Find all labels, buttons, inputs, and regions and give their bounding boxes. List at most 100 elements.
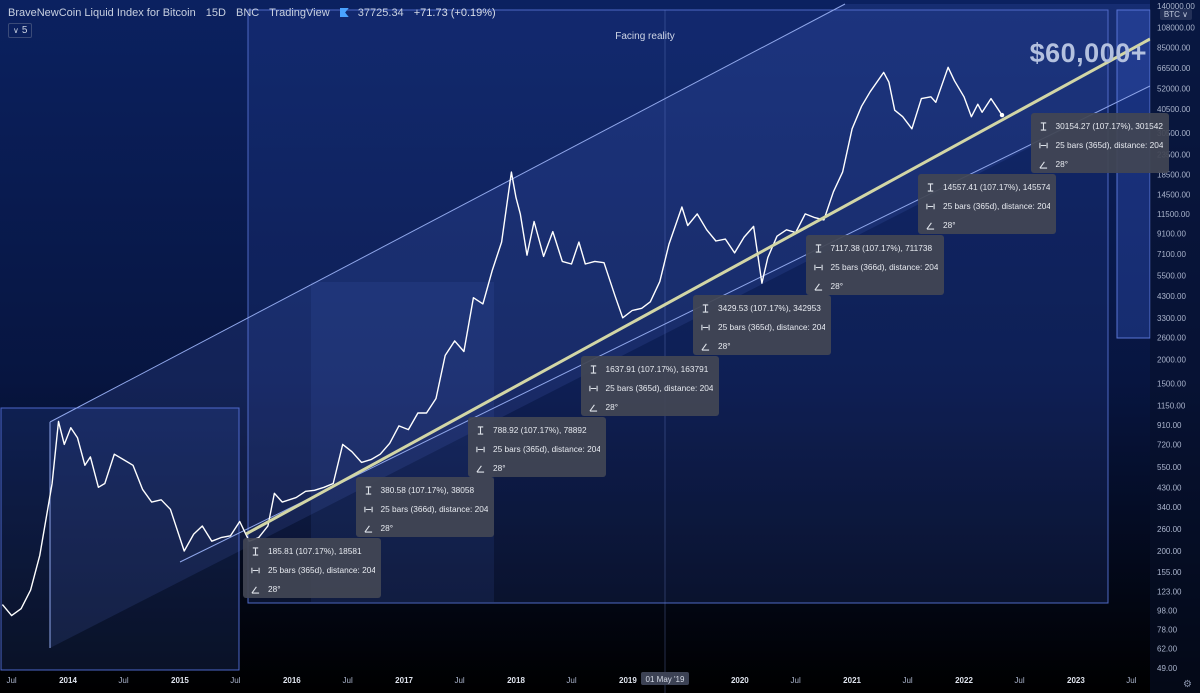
indicators-toggle[interactable]: ∨ 5 bbox=[8, 23, 33, 38]
measurement-card[interactable]: 380.58 (107.17%), 38058 25 bars (366d), d… bbox=[355, 477, 494, 538]
y-tick-label: 2600.00 bbox=[1157, 334, 1186, 343]
source: TradingView bbox=[269, 7, 330, 19]
measurement-value: 28° bbox=[1055, 159, 1069, 170]
x-axis[interactable]: Jul 2014 Jul 2015 Jul 2016 Jul 2017 Jul 2018 Jul 20… bbox=[6, 676, 1136, 685]
measurement-line: 28° bbox=[588, 398, 713, 417]
x-tick-label: Jul bbox=[566, 676, 576, 685]
y-tick-label: 52000.00 bbox=[1157, 84, 1191, 93]
currency-selector[interactable]: BTC ∨ bbox=[1159, 9, 1192, 20]
x-tick-label: 2016 bbox=[283, 676, 301, 685]
y-tick-label: 30500.00 bbox=[1157, 129, 1191, 138]
channel-upper-line bbox=[49, 3, 846, 423]
measurement-value: 30154.27 (107.17%), 3015427 bbox=[1055, 121, 1163, 132]
chevron-down-icon: ∨ bbox=[1182, 10, 1188, 19]
measurement-value: 1637.91 (107.17%), 163791 bbox=[605, 363, 709, 374]
measurement-value: 25 bars (365d), distance: 204 px bbox=[605, 382, 713, 393]
x-tick-label: 2022 bbox=[955, 676, 973, 685]
x-tick-label: 2020 bbox=[731, 676, 749, 685]
y-tick-label: 23500.00 bbox=[1157, 150, 1191, 159]
x-tick-label: Jul bbox=[1126, 676, 1136, 685]
exchange: BNC bbox=[236, 7, 260, 19]
flag-icon bbox=[339, 8, 349, 17]
measurement-value: 25 bars (365d), distance: 204 px bbox=[493, 443, 600, 454]
price-range-icon bbox=[1039, 122, 1048, 131]
price-range-icon bbox=[476, 425, 485, 435]
x-tick-label: 2014 bbox=[59, 676, 77, 685]
y-axis[interactable]: 140000.00 108000.00 85000.00 66500.00 52000.… bbox=[1157, 2, 1195, 673]
measurement-value: 28° bbox=[943, 219, 956, 230]
measurement-card[interactable]: 1637.91 (107.17%), 163791 25 bars (365d),… bbox=[580, 355, 719, 417]
x-tick-label: 2023 bbox=[1067, 676, 1085, 685]
support-trendline[interactable] bbox=[245, 37, 1151, 536]
measurement-value: 25 bars (366d), distance: 204 px bbox=[380, 504, 488, 515]
measurement-card[interactable]: 30154.27 (107.17%), 3015427 25 bars (365d… bbox=[1030, 113, 1169, 174]
angle-icon bbox=[476, 464, 485, 473]
y-tick-label: 49.00 bbox=[1157, 664, 1178, 673]
y-tick-label: 340.00 bbox=[1157, 503, 1182, 512]
x-tick-label: 2021 bbox=[843, 676, 861, 685]
measurement-line: 1637.91 (107.17%), 163791 bbox=[589, 360, 713, 379]
angle-icon bbox=[363, 524, 373, 533]
x-tick-label: Jul bbox=[454, 676, 464, 685]
measurement-card[interactable]: 185.81 (107.17%), 18581 25 bars (365d), d… bbox=[243, 538, 381, 598]
x-tick-label: Jul bbox=[6, 676, 16, 685]
y-tick-label: 720.00 bbox=[1157, 440, 1182, 449]
measurement-line: 28° bbox=[1038, 155, 1163, 174]
measurement-value: 25 bars (365d), distance: 204 px bbox=[268, 565, 375, 575]
measurement-value: 28° bbox=[268, 584, 281, 594]
date-range-icon bbox=[588, 384, 598, 393]
price-range-icon bbox=[251, 547, 260, 556]
measurement-line: 28° bbox=[701, 337, 825, 356]
indicator-count: 5 bbox=[21, 25, 28, 36]
measurement-line: 25 bars (365d), distance: 204 px bbox=[251, 561, 375, 580]
measurement-value: 7117.38 (107.17%), 711738 bbox=[830, 242, 933, 253]
measurement-line: 14557.41 (107.17%), 1455741 bbox=[926, 178, 1050, 197]
measurement-line: 28° bbox=[251, 580, 375, 599]
date-range-icon bbox=[1038, 141, 1048, 150]
measurement-value: 25 bars (365d), distance: 204 px bbox=[943, 200, 1050, 211]
measurement-line: 3429.53 (107.17%), 342953 bbox=[701, 299, 825, 318]
measurement-line: 25 bars (365d), distance: 204 px bbox=[476, 440, 600, 459]
measurement-card[interactable]: 3429.53 (107.17%), 342953 25 bars (365d),… bbox=[693, 295, 831, 356]
chart-header: BraveNewCoin Liquid Index for Bitcoin 15… bbox=[8, 7, 503, 19]
svg-text:01 May '19: 01 May '19 bbox=[646, 675, 685, 684]
measurement-card[interactable]: 788.92 (107.17%), 78892 25 bars (365d), d… bbox=[468, 416, 606, 477]
y-tick-label: 4300.00 bbox=[1157, 292, 1186, 301]
y-tick-label: 85000.00 bbox=[1157, 44, 1191, 53]
y-tick-label: 1500.00 bbox=[1157, 379, 1186, 388]
angle-icon bbox=[1038, 160, 1048, 169]
symbol-name[interactable]: BraveNewCoin Liquid Index for Bitcoin bbox=[8, 7, 196, 19]
measurement-line: 28° bbox=[363, 519, 488, 538]
price-range-icon bbox=[701, 304, 710, 313]
measurement-value: 28° bbox=[830, 280, 844, 291]
x-tick-label: Jul bbox=[230, 676, 240, 685]
currency-label: BTC bbox=[1163, 10, 1180, 19]
y-tick-label: 7100.00 bbox=[1157, 250, 1186, 259]
angle-icon bbox=[588, 403, 598, 412]
y-tick-label: 5500.00 bbox=[1157, 271, 1186, 280]
settings-gear-icon[interactable]: ⚙ bbox=[1183, 679, 1192, 690]
y-tick-label: 140000.00 bbox=[1157, 2, 1195, 11]
x-tick-label: 2019 bbox=[619, 676, 637, 685]
target-label: $60,000+ bbox=[1029, 38, 1147, 68]
measurement-line: 7117.38 (107.17%), 711738 bbox=[814, 239, 938, 258]
date-range-icon bbox=[363, 505, 373, 514]
interval[interactable]: 15D bbox=[205, 7, 226, 19]
date-range-icon bbox=[926, 202, 935, 211]
range-box-2014 bbox=[0, 407, 240, 671]
measurement-line: 28° bbox=[926, 216, 1050, 235]
y-tick-label: 3300.00 bbox=[1157, 314, 1186, 323]
y-tick-label: 78.00 bbox=[1157, 625, 1178, 634]
last-price: 37725.34 bbox=[357, 7, 404, 19]
measurement-card[interactable]: 7117.38 (107.17%), 711738 25 bars (366d),… bbox=[805, 234, 944, 295]
measurement-value: 185.81 (107.17%), 18581 bbox=[268, 546, 362, 556]
price-range-icon bbox=[814, 243, 823, 253]
crosshair-date-label: 01 May '19 bbox=[641, 672, 689, 685]
y-tick-label: 98.00 bbox=[1157, 606, 1178, 615]
y-tick-label: 40500.00 bbox=[1157, 105, 1191, 114]
price-line[interactable] bbox=[1, 66, 1003, 617]
measurement-card[interactable]: 14557.41 (107.17%), 1455741 25 bars (365d… bbox=[918, 173, 1056, 235]
measurement-value: 28° bbox=[493, 462, 506, 473]
date-range-icon bbox=[813, 263, 823, 272]
